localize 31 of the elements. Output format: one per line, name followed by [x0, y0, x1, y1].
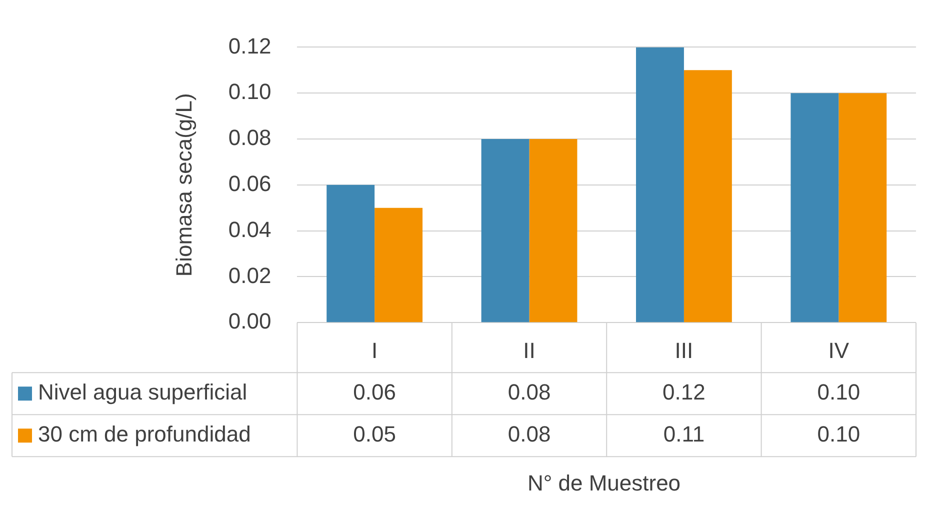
y-tick-label: 0.02: [228, 262, 272, 288]
bar: [481, 139, 530, 322]
bar: [790, 93, 839, 322]
data-label: 0.11: [663, 422, 705, 447]
data-label: 0.05: [353, 422, 396, 447]
y-tick-label: 0.08: [228, 125, 272, 150]
bar: [684, 70, 732, 322]
bar: [636, 47, 684, 322]
legend-label: 30 cm de profundidad: [38, 422, 251, 447]
y-tick-label: 0.06: [228, 170, 272, 196]
bar: [529, 139, 578, 322]
bar: [374, 208, 423, 322]
data-label: 0.08: [508, 422, 551, 447]
y-tick-label: 0.00: [228, 308, 272, 334]
legend-label: Nivel agua superficial: [38, 380, 248, 405]
x-tick-label: IV: [828, 338, 850, 363]
data-label: 0.10: [817, 422, 860, 447]
data-label: 0.12: [662, 380, 706, 405]
x-tick-label: III: [674, 338, 694, 363]
x-tick-label: I: [372, 338, 378, 363]
bar: [326, 184, 375, 322]
data-label: 0.10: [817, 380, 860, 405]
data-label: 0.06: [353, 380, 396, 405]
y-tick-label: 0.12: [228, 33, 272, 58]
y-tick-label: 0.04: [228, 216, 272, 242]
bar: [838, 93, 887, 322]
y-tick-label: 0.10: [228, 79, 272, 104]
data-label: 0.08: [508, 380, 551, 405]
x-tick-label: II: [523, 338, 536, 363]
y-axis-title: Biomasa seca(g/L): [171, 93, 196, 277]
x-axis-title: N° de Muestreo: [527, 470, 681, 496]
